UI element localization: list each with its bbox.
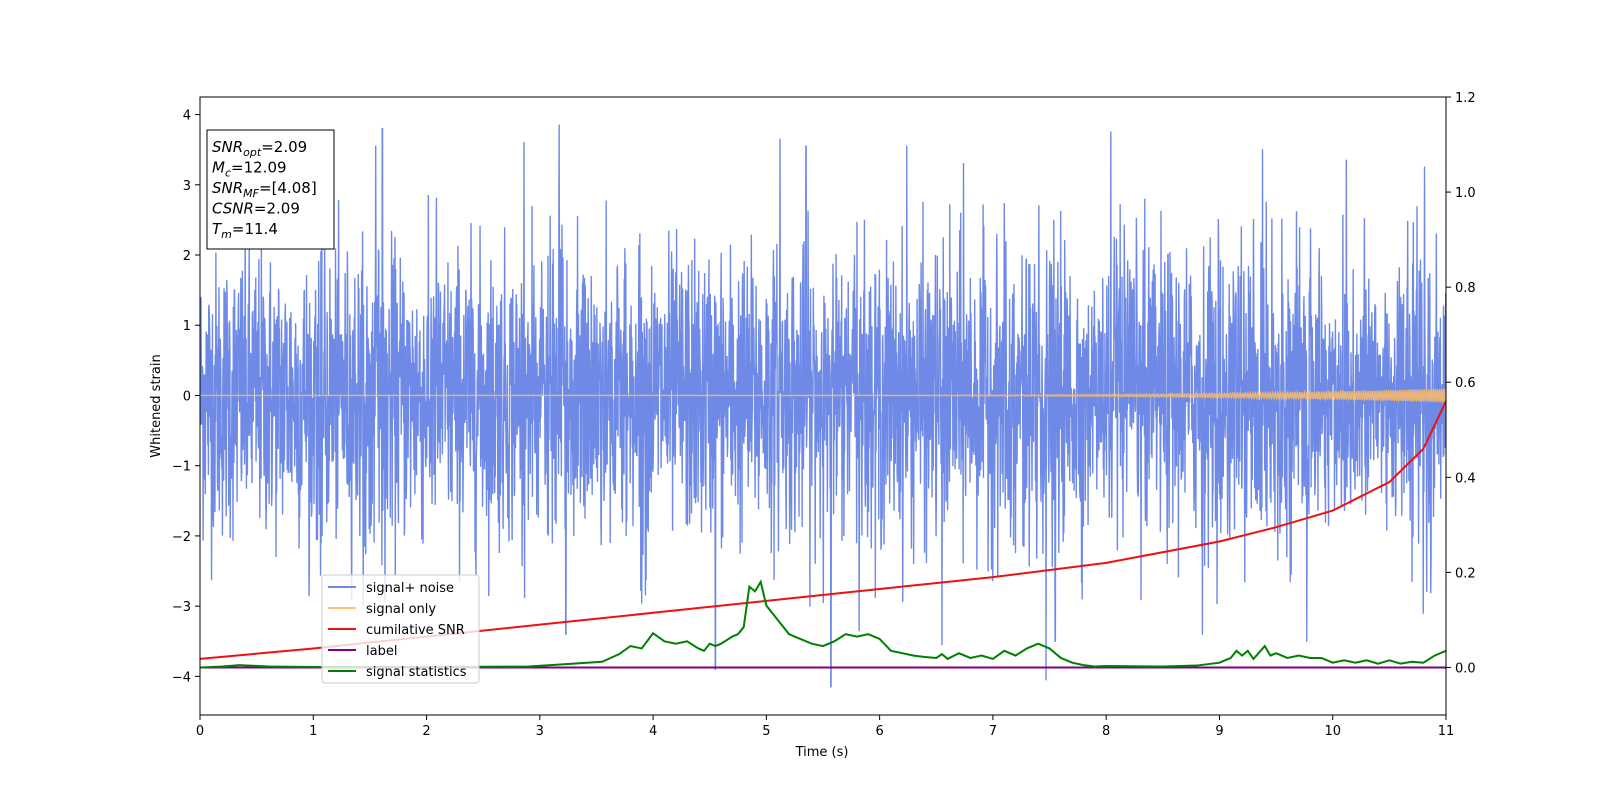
y-axis-left: 4 3 2 1 0 −1 −2 −3 −4 <box>172 109 200 685</box>
x-tick-label: 4 <box>649 724 657 739</box>
y2-tick-label: 0.6 <box>1455 376 1476 391</box>
x-tick-label: 6 <box>875 724 883 739</box>
y-axis-right: 1.2 1.0 0.8 0.6 0.4 0.2 0.0 <box>1446 91 1476 676</box>
y-tick-label: 2 <box>183 249 191 264</box>
y2-tick-label: 0.0 <box>1455 661 1476 676</box>
y-tick-label: 4 <box>183 109 191 124</box>
y2-tick-label: 1.2 <box>1455 91 1476 106</box>
legend-label: cumilative SNR <box>366 623 465 638</box>
x-axis-label: Time (s) <box>795 745 849 760</box>
x-tick-label: 8 <box>1102 724 1110 739</box>
x-axis: 0 1 2 3 4 5 6 7 8 9 10 11 <box>196 715 1454 739</box>
y-tick-label: −3 <box>172 600 191 615</box>
y-tick-label: 1 <box>183 319 191 334</box>
legend-label: label <box>366 644 397 659</box>
y2-tick-label: 0.8 <box>1455 281 1476 296</box>
x-tick-label: 11 <box>1438 724 1455 739</box>
y-tick-label: −1 <box>172 460 191 475</box>
y-tick-label: −4 <box>172 670 191 685</box>
series-signal-noise <box>200 124 1446 688</box>
y2-tick-label: 0.4 <box>1455 471 1476 486</box>
y2-tick-label: 0.2 <box>1455 566 1476 581</box>
legend-frame <box>321 574 480 684</box>
series-signal-only <box>200 388 1446 404</box>
x-tick-label: 0 <box>196 724 204 739</box>
legend-label: signal only <box>366 602 436 617</box>
y-tick-label: −2 <box>172 530 191 545</box>
info-box-line: CSNR=2.09 <box>212 200 300 218</box>
info-box-line: Mc=12.09 <box>212 159 287 180</box>
x-tick-label: 1 <box>309 724 317 739</box>
x-tick-label: 2 <box>422 724 430 739</box>
x-tick-label: 9 <box>1215 724 1223 739</box>
x-tick-label: 5 <box>762 724 770 739</box>
info-box-line: SNRopt=2.09 <box>212 138 307 159</box>
legend-label: signal+ noise <box>366 581 454 596</box>
y-tick-label: 0 <box>183 389 191 404</box>
info-box-line: SNRMF=[4.08] <box>212 179 317 200</box>
info-box: SNRopt=2.09Mc=12.09SNRMF=[4.08]CSNR=2.09… <box>206 129 335 250</box>
info-box-line: Tm=11.4 <box>212 220 278 241</box>
y-tick-label: 3 <box>183 179 191 194</box>
y-axis-label: Whitened strain <box>149 354 164 457</box>
plot-frame <box>199 96 1447 716</box>
y2-tick-label: 1.0 <box>1455 186 1476 201</box>
series-signal-statistics <box>200 579 1446 669</box>
legend-label: signal statistics <box>366 665 467 680</box>
x-tick-label: 7 <box>989 724 997 739</box>
legend: signal+ noise signal only cumilative SNR la… <box>321 574 480 684</box>
info-box-frame <box>206 129 335 250</box>
x-tick-label: 3 <box>536 724 544 739</box>
x-tick-label: 10 <box>1324 724 1341 739</box>
